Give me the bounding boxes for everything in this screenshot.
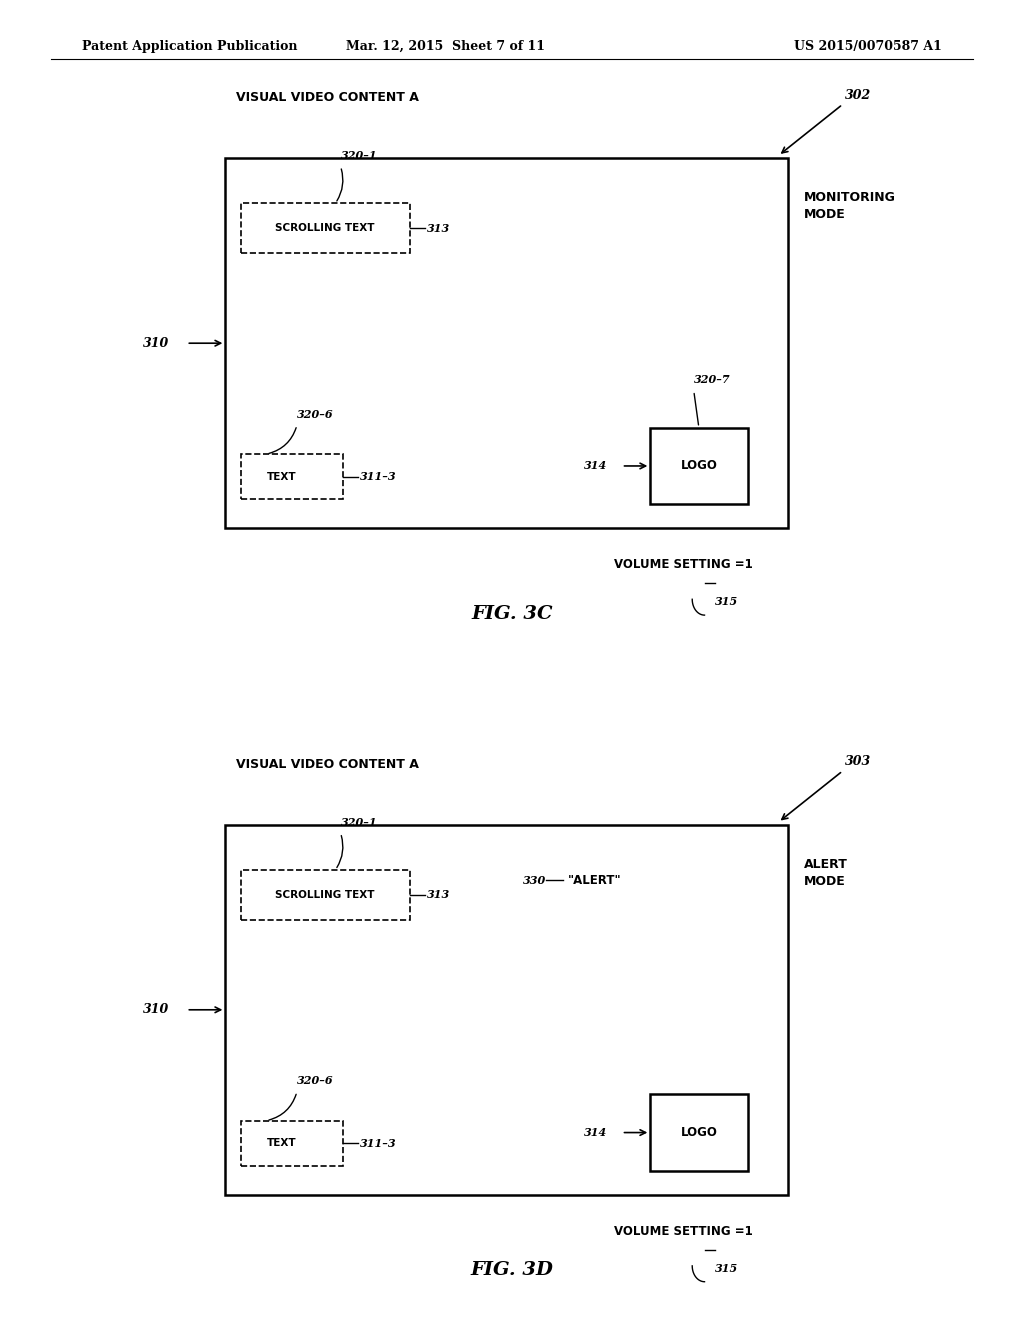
Text: MONITORING
MODE: MONITORING MODE: [804, 191, 896, 222]
Bar: [241, 1121, 343, 1166]
Bar: [225, 825, 788, 1195]
Text: 320–6: 320–6: [297, 1076, 334, 1086]
Text: FIG. 3D: FIG. 3D: [471, 1261, 553, 1279]
Text: 313: 313: [427, 890, 451, 900]
Text: SCROLLING TEXT: SCROLLING TEXT: [275, 223, 375, 234]
Text: US 2015/0070587 A1: US 2015/0070587 A1: [795, 40, 942, 53]
Text: VISUAL VIDEO CONTENT A: VISUAL VIDEO CONTENT A: [236, 91, 419, 104]
Text: Patent Application Publication: Patent Application Publication: [82, 40, 297, 53]
Text: VOLUME SETTING =1: VOLUME SETTING =1: [614, 1225, 753, 1238]
Text: 313: 313: [427, 223, 451, 234]
Text: 310: 310: [142, 337, 169, 350]
Bar: [241, 454, 343, 499]
Text: 311–3: 311–3: [360, 471, 397, 482]
Bar: [650, 1094, 748, 1171]
Text: 315: 315: [715, 1263, 738, 1274]
Bar: [241, 870, 410, 920]
Text: VOLUME SETTING =1: VOLUME SETTING =1: [614, 558, 753, 572]
Text: TEXT: TEXT: [267, 471, 296, 482]
Text: 320–6: 320–6: [297, 409, 334, 420]
Text: 330: 330: [522, 875, 546, 886]
Bar: [650, 428, 748, 504]
Text: 311–3: 311–3: [360, 1138, 397, 1148]
Text: 320–7: 320–7: [694, 375, 730, 385]
Bar: [225, 158, 788, 528]
Text: 315: 315: [715, 597, 738, 607]
Text: Mar. 12, 2015  Sheet 7 of 11: Mar. 12, 2015 Sheet 7 of 11: [346, 40, 545, 53]
Text: VISUAL VIDEO CONTENT A: VISUAL VIDEO CONTENT A: [236, 758, 419, 771]
Text: ALERT
MODE: ALERT MODE: [804, 858, 848, 888]
Text: "ALERT": "ALERT": [568, 874, 622, 887]
Text: 320–1: 320–1: [340, 150, 377, 161]
Text: 303: 303: [845, 755, 871, 768]
Text: 314: 314: [584, 461, 607, 471]
Text: TEXT: TEXT: [267, 1138, 296, 1148]
Text: LOGO: LOGO: [680, 459, 718, 473]
Text: 320–1: 320–1: [340, 817, 377, 828]
Text: 302: 302: [845, 88, 871, 102]
Text: SCROLLING TEXT: SCROLLING TEXT: [275, 890, 375, 900]
Text: 310: 310: [142, 1003, 169, 1016]
Text: FIG. 3C: FIG. 3C: [471, 605, 553, 623]
Bar: [241, 203, 410, 253]
Text: 314: 314: [584, 1127, 607, 1138]
Text: LOGO: LOGO: [680, 1126, 718, 1139]
